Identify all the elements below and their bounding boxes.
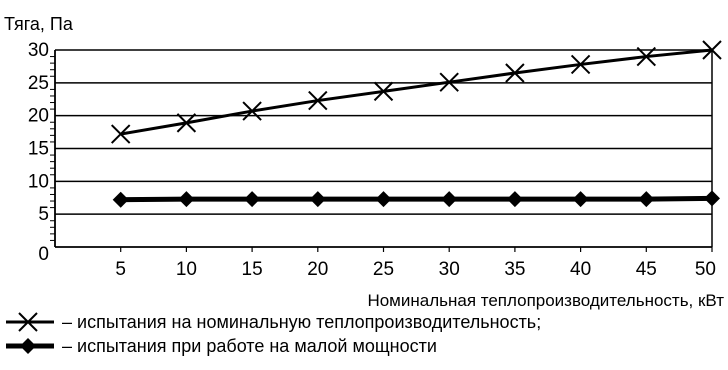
x-axis-label: Номинальная теплопроизводительность, кВт xyxy=(367,291,724,310)
x-tick-label: 5 xyxy=(115,259,126,280)
data-point xyxy=(308,90,328,111)
series-line xyxy=(120,195,713,203)
series xyxy=(110,40,722,208)
data-point xyxy=(309,191,326,208)
data-point xyxy=(505,63,525,83)
legend-entry-2: – испытания при работе на малой мощности xyxy=(6,336,437,356)
x-tick-label: 10 xyxy=(176,259,197,280)
legend-label: – испытания на номинальную теплопроизвод… xyxy=(62,312,541,332)
y-tick-label: 10 xyxy=(28,171,49,192)
x-tick-label: 45 xyxy=(636,259,657,280)
y-tick-label: 30 xyxy=(28,40,49,61)
x-tick-label: 35 xyxy=(504,259,525,280)
data-point xyxy=(375,191,392,208)
data-point xyxy=(242,101,262,121)
data-point xyxy=(178,191,195,208)
series-2 xyxy=(112,190,720,208)
data-point xyxy=(439,72,459,92)
y-tick-labels: 0 5 10 15 20 25 30 xyxy=(28,40,49,265)
series-line xyxy=(120,48,713,136)
data-point xyxy=(110,124,131,144)
diamond-icon xyxy=(20,338,36,354)
x-tick-label: 30 xyxy=(439,259,460,280)
y-tick-label: 5 xyxy=(38,204,49,225)
data-point xyxy=(638,191,655,208)
y-axis-label: Тяга, Па xyxy=(4,14,74,34)
data-point xyxy=(636,46,657,67)
data-point xyxy=(441,191,458,208)
x-icon xyxy=(18,312,38,332)
y-tick-label: 15 xyxy=(28,139,49,160)
data-point xyxy=(244,191,261,208)
x-tick-label: 15 xyxy=(242,259,263,280)
grid-lines xyxy=(55,49,712,215)
data-point xyxy=(704,190,720,207)
series-1 xyxy=(110,40,722,144)
data-point xyxy=(702,40,722,60)
y-tick-label: 25 xyxy=(28,73,49,94)
data-point xyxy=(506,191,523,208)
x-tick-label: 25 xyxy=(373,259,394,280)
axes xyxy=(50,50,713,252)
y-tick-label: 20 xyxy=(28,106,49,127)
data-point xyxy=(373,81,394,102)
x-tick-label: 50 xyxy=(695,259,716,280)
data-point xyxy=(112,191,129,208)
x-tick-labels: 5 10 15 20 25 30 35 40 45 50 xyxy=(115,259,716,280)
legend-entry-1: – испытания на номинальную теплопроизвод… xyxy=(6,312,541,332)
y-tick-label: 0 xyxy=(38,244,49,265)
legend: – испытания на номинальную теплопроизвод… xyxy=(6,312,541,356)
data-point xyxy=(176,113,197,133)
data-point xyxy=(572,191,589,208)
x-tick-label: 40 xyxy=(570,259,591,280)
data-point xyxy=(570,54,591,75)
x-tick-label: 20 xyxy=(307,259,328,280)
legend-label: – испытания при работе на малой мощности xyxy=(62,336,437,356)
